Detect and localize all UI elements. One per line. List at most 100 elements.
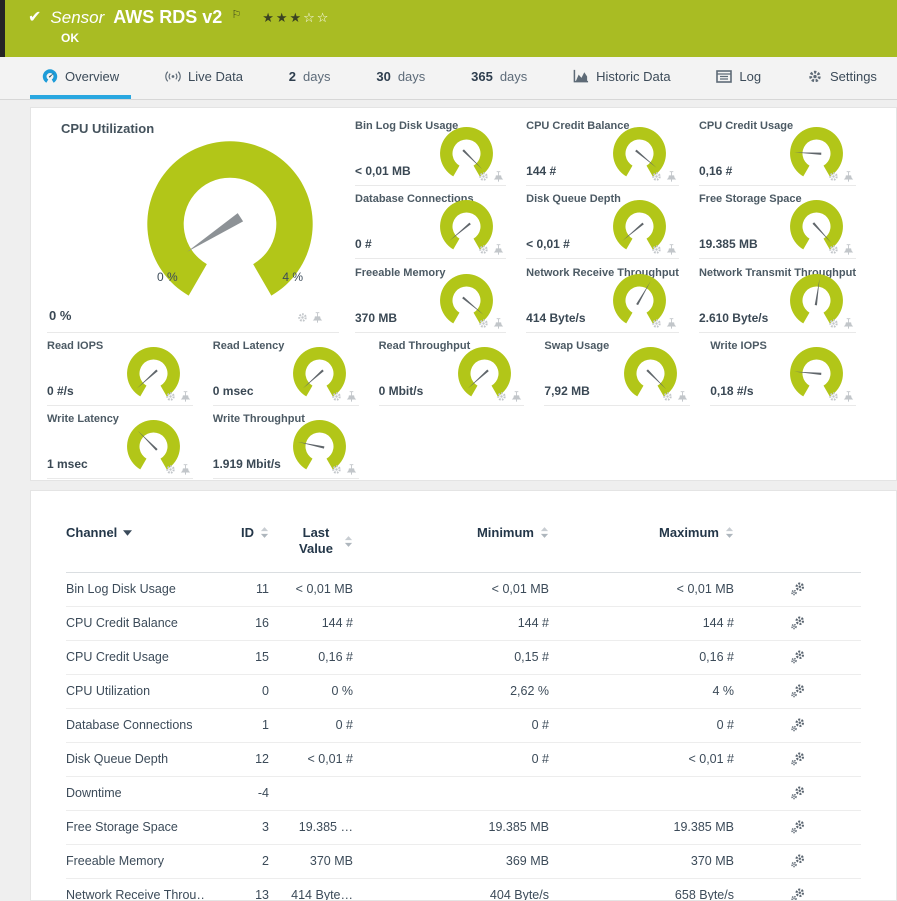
channel-settings-icon[interactable] <box>790 887 806 900</box>
stars-filled[interactable]: ★★★ <box>262 10 304 25</box>
pin-icon[interactable] <box>493 171 504 182</box>
write-throughput-gauge[interactable] <box>292 419 347 474</box>
database-connections-gauge[interactable] <box>439 199 494 254</box>
cell-channel[interactable]: Network Receive Throu… <box>66 888 204 901</box>
free-storage-space-gauge[interactable] <box>789 199 844 254</box>
gear-icon[interactable] <box>297 312 308 323</box>
sort-icon[interactable] <box>344 535 353 547</box>
tab-365-days[interactable]: 365 days <box>471 68 528 84</box>
cell-channel[interactable]: Disk Queue Depth <box>66 752 169 766</box>
table-row-cpu-credit-balance[interactable]: CPU Credit Balance 16 144 # 144 # 144 # <box>66 607 861 641</box>
sort-desc-icon[interactable] <box>123 529 133 536</box>
gear-icon[interactable] <box>165 464 176 475</box>
sort-icon[interactable] <box>725 527 734 538</box>
cpu-utilization-gauge[interactable] <box>144 138 316 296</box>
cell-channel[interactable]: CPU Utilization <box>66 684 151 698</box>
cell-channel[interactable]: Downtime <box>66 786 122 800</box>
channel-settings-icon[interactable] <box>790 717 806 733</box>
cell-channel[interactable]: CPU Credit Usage <box>66 650 169 664</box>
table-row-free-storage-space[interactable]: Free Storage Space 3 19.385 … 19.385 MB … <box>66 811 861 845</box>
column-header-channel[interactable]: Channel <box>66 525 204 540</box>
pin-icon[interactable] <box>493 317 504 329</box>
gear-icon[interactable] <box>651 171 662 182</box>
column-header-maximum[interactable]: Maximum <box>549 525 734 540</box>
gear-icon[interactable] <box>496 391 507 402</box>
table-row-downtime[interactable]: Downtime -4 <box>66 777 861 811</box>
read-latency-gauge[interactable] <box>292 346 347 401</box>
tab-log[interactable]: Log <box>704 57 773 99</box>
column-header-minimum[interactable]: Minimum <box>353 525 549 540</box>
gear-icon[interactable] <box>165 391 176 402</box>
cell-channel[interactable]: Free Storage Space <box>66 820 178 834</box>
channel-settings-icon[interactable] <box>790 649 806 665</box>
tab-settings[interactable]: Settings <box>795 57 889 99</box>
pin-icon[interactable] <box>180 464 191 475</box>
cell-channel[interactable]: Bin Log Disk Usage <box>66 582 176 596</box>
pin-icon[interactable] <box>666 171 677 182</box>
pin-icon[interactable] <box>843 244 854 255</box>
write-iops-gauge[interactable] <box>789 346 844 401</box>
pin-icon[interactable] <box>493 244 504 255</box>
bin-log-disk-usage-gauge[interactable] <box>439 126 494 181</box>
flag-icon[interactable]: ⚐ <box>231 9 242 21</box>
pin-icon[interactable] <box>843 391 854 402</box>
gear-icon[interactable] <box>331 464 342 475</box>
table-row-freeable-memory[interactable]: Freeable Memory 2 370 MB 369 MB 370 MB <box>66 845 861 879</box>
channel-settings-icon[interactable] <box>790 751 806 767</box>
table-row-bin-log-disk-usage[interactable]: Bin Log Disk Usage 11 < 0,01 MB < 0,01 M… <box>66 573 861 607</box>
tab-30-days[interactable]: 30 days <box>376 68 426 84</box>
column-header-id[interactable]: ID <box>204 525 269 540</box>
table-row-cpu-credit-usage[interactable]: CPU Credit Usage 15 0,16 # 0,15 # 0,16 # <box>66 641 861 675</box>
pin-icon[interactable] <box>180 391 191 402</box>
gear-icon[interactable] <box>478 318 489 329</box>
gear-icon[interactable] <box>828 391 839 402</box>
stars-empty[interactable]: ☆☆ <box>303 10 331 25</box>
tab-live-data[interactable]: Live Data <box>153 57 255 99</box>
network-receive-throughput-gauge[interactable] <box>612 273 667 328</box>
channel-settings-icon[interactable] <box>790 581 806 597</box>
pin-icon[interactable] <box>346 464 357 475</box>
swap-usage-gauge[interactable] <box>623 346 678 401</box>
gear-icon[interactable] <box>662 391 673 402</box>
read-throughput-gauge[interactable] <box>457 346 512 401</box>
cell-channel[interactable]: CPU Credit Balance <box>66 616 178 630</box>
gear-icon[interactable] <box>478 171 489 182</box>
channel-settings-icon[interactable] <box>790 785 806 801</box>
pin-icon[interactable] <box>666 244 677 255</box>
gear-icon[interactable] <box>331 391 342 402</box>
pin-icon[interactable] <box>666 317 677 329</box>
priority-stars[interactable]: ★★★☆☆ <box>262 11 330 24</box>
disk-queue-depth-gauge[interactable] <box>612 199 667 254</box>
cpu-credit-usage-gauge[interactable] <box>789 126 844 181</box>
tab-historic-data[interactable]: Historic Data <box>561 57 682 99</box>
pin-icon[interactable] <box>843 317 854 329</box>
freeable-memory-gauge[interactable] <box>439 273 494 328</box>
gear-icon[interactable] <box>828 318 839 329</box>
tab-overview[interactable]: Overview <box>30 57 132 99</box>
write-latency-gauge[interactable] <box>126 419 181 474</box>
pin-icon[interactable] <box>843 171 854 182</box>
sort-icon[interactable] <box>540 527 549 538</box>
gear-icon[interactable] <box>478 244 489 255</box>
read-iops-gauge[interactable] <box>126 346 181 401</box>
gear-icon[interactable] <box>828 171 839 182</box>
channel-settings-icon[interactable] <box>790 853 806 869</box>
table-row-network-receive-throu[interactable]: Network Receive Throu… 13 414 Byte… 404 … <box>66 879 861 901</box>
gear-icon[interactable] <box>651 244 662 255</box>
pin-icon[interactable] <box>312 312 323 323</box>
pin-icon[interactable] <box>346 391 357 402</box>
channel-settings-icon[interactable] <box>790 683 806 699</box>
gear-icon[interactable] <box>651 318 662 329</box>
sort-icon[interactable] <box>260 527 269 538</box>
table-row-database-connections[interactable]: Database Connections 1 0 # 0 # 0 # <box>66 709 861 743</box>
channel-settings-icon[interactable] <box>790 819 806 835</box>
table-row-disk-queue-depth[interactable]: Disk Queue Depth 12 < 0,01 # 0 # < 0,01 … <box>66 743 861 777</box>
pin-icon[interactable] <box>511 391 522 402</box>
channel-settings-icon[interactable] <box>790 615 806 631</box>
pin-icon[interactable] <box>677 391 688 402</box>
table-row-cpu-utilization[interactable]: CPU Utilization 0 0 % 2,62 % 4 % <box>66 675 861 709</box>
cpu-credit-balance-gauge[interactable] <box>612 126 667 181</box>
gear-icon[interactable] <box>828 244 839 255</box>
network-transmit-throughput-gauge[interactable] <box>789 273 844 328</box>
tab-2-days[interactable]: 2 days <box>288 68 331 84</box>
